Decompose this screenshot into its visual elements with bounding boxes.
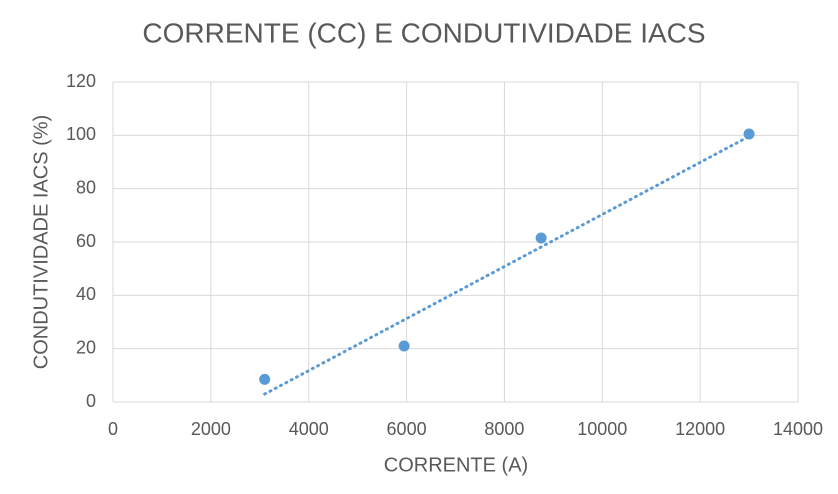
- point: [743, 128, 755, 140]
- chart-title: CORRENTE (CC) E CONDUTIVIDADE IACS: [142, 17, 705, 48]
- y-tick-label: 20: [76, 337, 96, 357]
- x-tick-label: 10000: [577, 419, 627, 439]
- y-tick-label: 40: [76, 284, 96, 304]
- x-axis-label: CORRENTE (A): [384, 454, 528, 476]
- point: [259, 373, 271, 385]
- x-tick-label: 12000: [675, 419, 725, 439]
- y-axis-label: CONDUTIVIDADE IACS (%): [30, 115, 52, 369]
- x-tick-label: 8000: [484, 419, 524, 439]
- y-tick-label: 60: [76, 231, 96, 251]
- point: [398, 340, 410, 352]
- y-tick-label: 120: [66, 71, 96, 91]
- x-tick-label: 14000: [773, 419, 823, 439]
- x-tick-label: 2000: [191, 419, 231, 439]
- point: [535, 232, 547, 244]
- y-tick-label: 100: [66, 124, 96, 144]
- x-tick-label: 4000: [289, 419, 329, 439]
- x-tick-label: 6000: [387, 419, 427, 439]
- x-tick-label: 0: [108, 419, 118, 439]
- trendline: [263, 134, 751, 396]
- y-tick-label: 0: [86, 391, 96, 411]
- y-tick-label: 80: [76, 177, 96, 197]
